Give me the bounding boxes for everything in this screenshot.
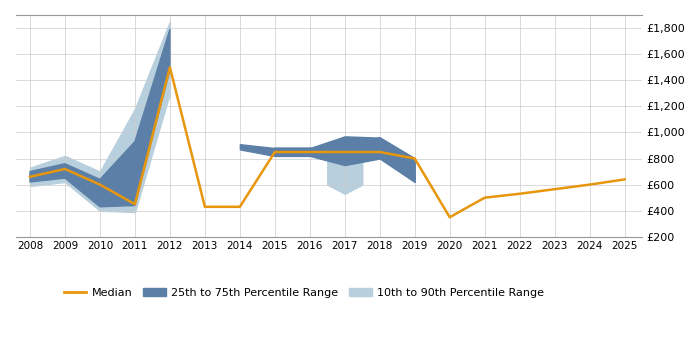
Legend: Median, 25th to 75th Percentile Range, 10th to 90th Percentile Range: Median, 25th to 75th Percentile Range, 1…	[60, 284, 549, 302]
